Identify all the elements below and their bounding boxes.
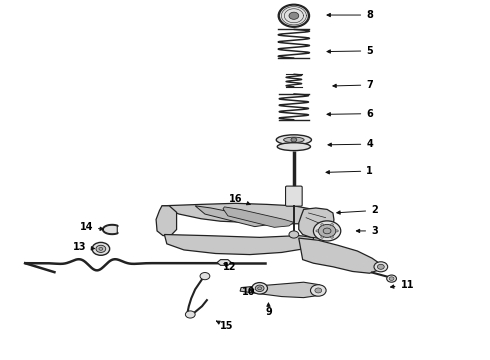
Text: 2: 2 [337,206,378,216]
Text: 15: 15 [217,321,233,331]
Circle shape [321,236,324,238]
Circle shape [387,275,396,282]
Polygon shape [240,282,323,298]
Polygon shape [156,206,176,235]
Ellipse shape [277,143,311,150]
Ellipse shape [284,137,304,143]
Ellipse shape [276,135,312,145]
Polygon shape [103,225,117,234]
Text: 6: 6 [327,109,373,119]
Circle shape [252,283,268,294]
Circle shape [96,245,106,252]
Circle shape [321,224,324,226]
Text: 3: 3 [356,226,378,236]
Text: 8: 8 [327,10,373,20]
Polygon shape [164,234,314,255]
Text: 5: 5 [327,46,373,56]
Polygon shape [299,208,334,238]
Circle shape [314,221,341,241]
Text: 14: 14 [79,222,103,232]
Circle shape [289,231,299,238]
Text: 10: 10 [242,287,256,297]
Circle shape [316,230,319,232]
Circle shape [335,230,338,232]
Circle shape [323,228,331,234]
Text: 11: 11 [391,280,414,290]
Text: 16: 16 [228,194,250,205]
Circle shape [255,285,264,292]
Circle shape [291,138,297,142]
Polygon shape [195,206,274,226]
Circle shape [311,285,326,296]
Text: 1: 1 [326,166,373,176]
Circle shape [374,262,388,272]
Circle shape [99,247,103,250]
Polygon shape [162,203,318,224]
Text: 13: 13 [73,242,95,252]
Circle shape [258,287,262,290]
Text: 9: 9 [265,303,272,317]
Text: 4: 4 [328,139,373,149]
Circle shape [92,242,110,255]
Circle shape [185,311,195,318]
Circle shape [331,224,333,226]
Polygon shape [223,207,294,227]
Circle shape [318,225,336,237]
Circle shape [377,264,384,269]
Circle shape [315,288,322,293]
Text: 12: 12 [222,262,236,272]
Circle shape [200,273,210,280]
Polygon shape [299,238,381,273]
Circle shape [331,236,333,238]
FancyBboxPatch shape [286,186,302,206]
Polygon shape [217,260,231,265]
Circle shape [289,12,299,19]
Circle shape [389,277,394,280]
Circle shape [279,5,309,27]
Text: 7: 7 [333,80,373,90]
